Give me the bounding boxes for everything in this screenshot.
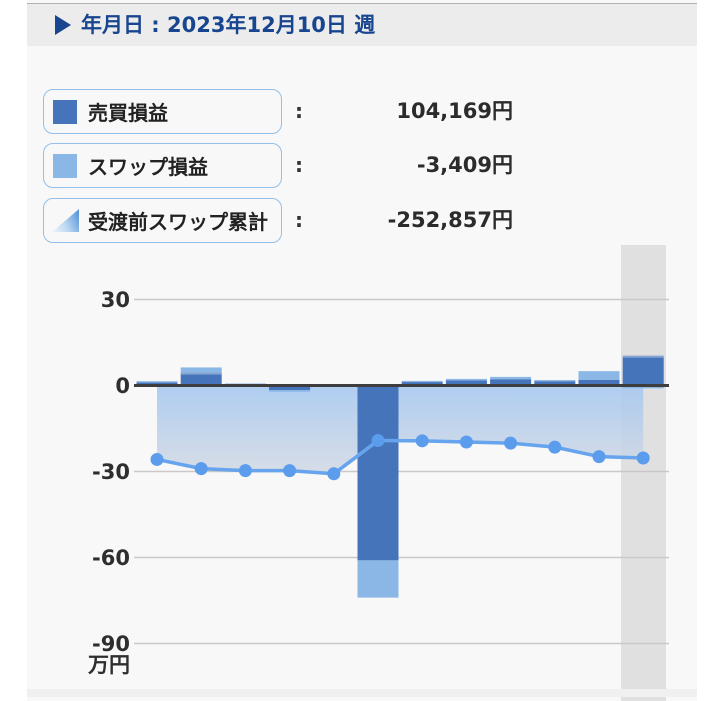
trading-pl-swatch-icon xyxy=(53,99,77,124)
svg-text:-30: -30 xyxy=(92,460,130,484)
legend-row-swap-cumulative: 受渡前スワップ累計 : -252,857円 xyxy=(27,198,697,243)
legend-row-swap-pl: スワップ損益 : -3,409円 xyxy=(27,143,697,188)
svg-text:0: 0 xyxy=(115,374,130,398)
swap-cumulative-button[interactable]: 受渡前スワップ累計 xyxy=(43,198,282,243)
trading-pl-button[interactable]: 売買損益 xyxy=(43,89,282,134)
trading-pl-value: 104,169円 xyxy=(396,99,513,123)
svg-text:-60: -60 xyxy=(92,546,130,570)
trading-pl-label: 売買損益 xyxy=(88,101,168,125)
app-panel: 年月日 : 2023年12月10日 週 売買損益 : 104,169円 スワップ… xyxy=(27,0,697,701)
swap-pl-colon: : xyxy=(295,153,303,177)
bottom-strip xyxy=(27,689,697,697)
date-header-title: 年月日 : 2023年12月10日 週 xyxy=(81,13,376,37)
swap-cumulative-area-icon xyxy=(52,209,79,232)
trading-pl-colon: : xyxy=(295,99,303,123)
swap-pl-button[interactable]: スワップ損益 xyxy=(43,143,282,188)
swap-cumulative-value: -252,857円 xyxy=(387,208,513,232)
swap-cumulative-label: 受渡前スワップ累計 xyxy=(88,210,268,234)
svg-text:-90: -90 xyxy=(92,632,130,656)
swap-cumulative-colon: : xyxy=(295,208,303,232)
selected-week-highlight xyxy=(621,245,666,701)
swap-pl-swatch-icon xyxy=(53,153,77,178)
swap-pl-label: スワップ損益 xyxy=(88,155,208,179)
date-header[interactable]: 年月日 : 2023年12月10日 週 xyxy=(27,4,697,46)
svg-text:30: 30 xyxy=(101,288,130,312)
play-triangle-icon xyxy=(55,15,71,35)
legend-row-trading-pl: 売買損益 : 104,169円 xyxy=(27,89,697,134)
swap-pl-value: -3,409円 xyxy=(416,153,513,177)
top-divider xyxy=(27,3,697,4)
svg-text:万円: 万円 xyxy=(87,653,130,677)
